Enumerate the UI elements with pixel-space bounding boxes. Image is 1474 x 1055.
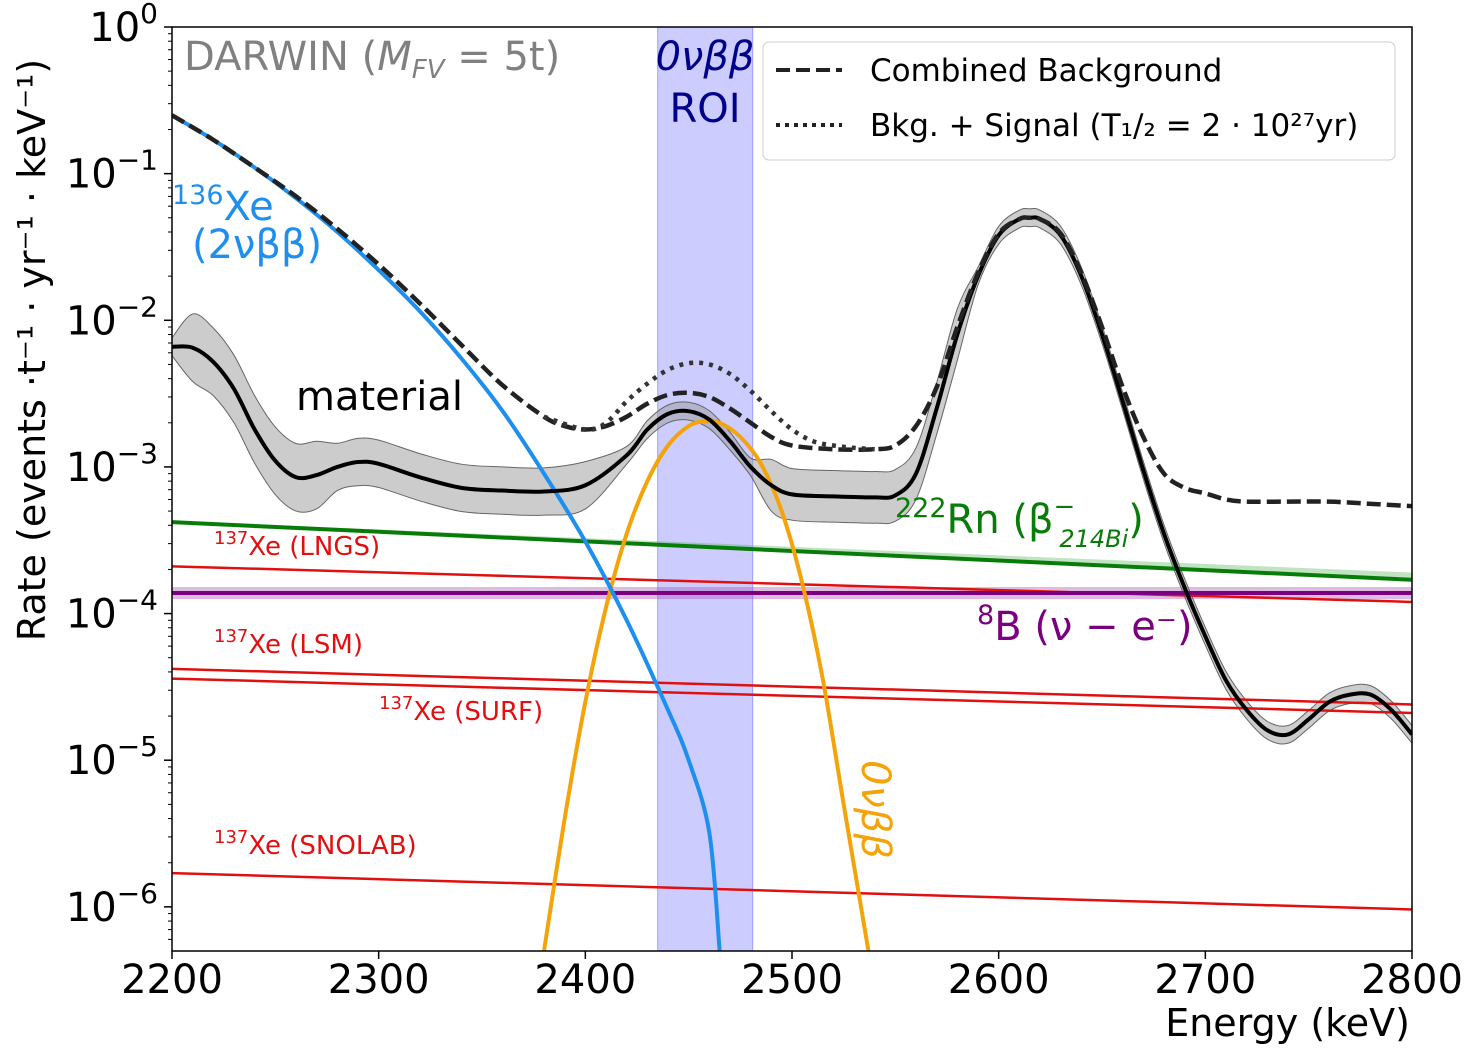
y-axis-label: Rate (events ·t⁻¹ · yr⁻¹ · keV⁻¹): [10, 59, 54, 641]
rn222-label: 222Rn (β− 214Bi): [895, 492, 1144, 553]
lngs-label: 137Xe (LNGS): [214, 528, 380, 562]
series-line-137xe-surf-: [172, 677, 1412, 715]
onu-label: 0νββ: [852, 760, 898, 859]
series-line-bkg-signal: [543, 360, 875, 452]
series-line-combined-background: [172, 113, 1412, 509]
snolab-label: 137Xe (SNOLAB): [214, 827, 417, 861]
y-tick-label: 10−2: [66, 290, 158, 344]
y-tick-label: 10−4: [66, 584, 158, 638]
y-tick-label: 10−6: [66, 877, 158, 931]
x-tick-label: 2500: [741, 957, 843, 1003]
series-line-material: [172, 215, 1412, 738]
xe136-label: 136Xe: [172, 180, 274, 230]
x-tick-label: 2700: [1154, 957, 1256, 1003]
y-tick-label: 100: [89, 0, 158, 51]
x-tick-label: 2200: [121, 957, 223, 1003]
darwin-watermark: DARWIN (MFV = 5t): [184, 34, 560, 85]
series-layer: [172, 113, 1412, 951]
series-line-136xe-2-: [172, 113, 722, 951]
roi-label-bottom: ROI: [669, 86, 740, 132]
y-tick-label: 10−3: [66, 437, 158, 491]
x-tick-label: 2300: [328, 957, 430, 1003]
x-tick-label: 2400: [534, 957, 636, 1003]
legend-entry-signal: Bkg. + Signal (T₁/₂ = 2 · 10²⁷yr): [870, 108, 1358, 144]
series-line-137xe-lsm-: [172, 667, 1412, 706]
material-label: material: [296, 374, 463, 420]
xe136-mode-label: (2νββ): [192, 222, 322, 268]
x-tick-label: 2800: [1361, 957, 1463, 1003]
ticks-layer: 2200 2300 2400 2500 2600 2700 2800 100 10−1 10−2 1…: [66, 0, 1463, 1003]
material-uncertainty-band: [172, 207, 1412, 745]
y-tick-label: 10−1: [66, 144, 158, 198]
x-tick-label: 2600: [948, 957, 1050, 1003]
x-axis-label: Energy (keV): [1165, 1001, 1410, 1045]
y-tick-label: 10−5: [66, 730, 158, 784]
legend: Combined Background Bkg. + Signal (T₁/₂ …: [762, 41, 1396, 161]
lsm-label: 137Xe (LSM): [214, 626, 363, 660]
legend-entry-combined: Combined Background: [870, 53, 1222, 89]
roi-band: [657, 26, 754, 952]
series-line-0-: [542, 418, 871, 951]
series-line-137xe-lngs-: [172, 565, 1412, 604]
surf-label: 137Xe (SURF): [379, 693, 543, 727]
series-line-137xe-snolab-: [172, 871, 1412, 911]
b8-label: 8B (ν − e⁻): [977, 600, 1193, 650]
roi-label-top: 0νββ: [656, 34, 755, 80]
